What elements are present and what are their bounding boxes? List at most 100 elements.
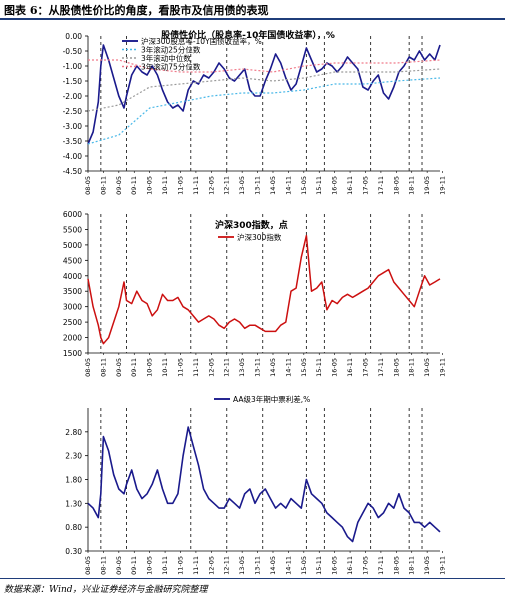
x-tick-label: 12-11: [223, 556, 231, 575]
x-tick-label: 11-11: [192, 358, 200, 377]
x-tick-label: 10-11: [161, 176, 169, 195]
x-tick-label: 18-05: [392, 556, 400, 575]
x-tick-label: 16-11: [346, 556, 354, 575]
x-tick-label: 13-05: [238, 176, 246, 195]
x-tick-label: 15-11: [315, 556, 323, 575]
x-tick-label: 16-05: [331, 358, 339, 377]
x-tick-label: 09-11: [130, 358, 138, 377]
y-tick-label: -1.00: [63, 62, 83, 71]
y-tick-label: 2.80: [65, 428, 82, 437]
y-tick-label: 1.30: [65, 499, 82, 508]
x-tick-label: 09-11: [130, 176, 138, 195]
legend-label: 3年滚动25分位数: [141, 45, 201, 55]
x-tick-label: 14-11: [284, 358, 292, 377]
x-tick-label: 08-11: [99, 556, 107, 575]
x-tick-label: 14-11: [284, 176, 292, 195]
y-tick-label: 1.80: [65, 476, 82, 485]
x-tick-label: 13-05: [238, 556, 246, 575]
y-tick-label: -4.00: [63, 152, 83, 161]
x-tick-label: 10-11: [161, 556, 169, 575]
x-tick-label: 18-11: [408, 176, 416, 195]
x-tick-label: 11-11: [192, 176, 200, 195]
y-tick-label: 5500: [63, 225, 82, 234]
y-tick-label: 4000: [63, 272, 82, 281]
y-tick-label: 0.00: [65, 32, 82, 41]
x-tick-label: 12-11: [223, 176, 231, 195]
source-rule: [0, 578, 505, 579]
y-tick-label: -3.50: [63, 137, 83, 146]
y-tick-label: -0.50: [63, 47, 83, 56]
x-tick-label: 12-05: [207, 556, 215, 575]
series-line-2: [87, 77, 441, 145]
chart-title: 沪深300指数，点: [215, 219, 288, 231]
x-tick-label: 11-11: [192, 556, 200, 575]
figure-title: 图表 6：从股债性价比的角度，看股市及信用债的表现: [4, 4, 269, 17]
x-tick-label: 19-05: [423, 556, 431, 575]
legend-label: AA级3年期中票利差,%: [233, 394, 310, 404]
x-tick-label: 08-05: [84, 176, 92, 195]
x-tick-label: 13-05: [238, 358, 246, 377]
x-tick-label: 19-05: [423, 358, 431, 377]
series-line-1: [87, 426, 441, 543]
x-tick-label: 12-05: [207, 176, 215, 195]
x-tick-label: 09-05: [115, 358, 123, 377]
x-tick-label: 16-05: [331, 176, 339, 195]
x-tick-label: 10-05: [146, 556, 154, 575]
legend-label: 3年滚动75分位数: [141, 62, 201, 72]
y-tick-label: -4.50: [63, 167, 83, 176]
x-tick-label: 17-11: [377, 176, 385, 195]
y-tick-label: -2.50: [63, 107, 83, 116]
x-tick-label: 08-11: [99, 358, 107, 377]
x-tick-label: 17-11: [377, 358, 385, 377]
x-tick-label: 15-05: [300, 556, 308, 575]
x-tick-label: 19-11: [439, 358, 447, 377]
x-tick-label: 11-05: [176, 556, 184, 575]
x-tick-label: 15-11: [315, 176, 323, 195]
x-tick-label: 15-05: [300, 176, 308, 195]
x-tick-label: 18-05: [392, 176, 400, 195]
series-line-1: [87, 44, 441, 145]
x-tick-label: 15-05: [300, 358, 308, 377]
x-tick-label: 17-11: [377, 556, 385, 575]
x-tick-label: 18-11: [408, 358, 416, 377]
title-rule: [0, 18, 505, 20]
x-tick-label: 11-05: [176, 176, 184, 195]
y-tick-label: 2.30: [65, 452, 82, 461]
y-tick-label: 5000: [63, 241, 82, 250]
x-tick-label: 14-05: [269, 176, 277, 195]
chart-title: 股债性价比（股息率-10年国债收益率），%: [161, 29, 335, 41]
x-tick-label: 13-11: [254, 556, 262, 575]
x-tick-label: 14-05: [269, 556, 277, 575]
x-tick-label: 14-05: [269, 358, 277, 377]
y-tick-label: -1.50: [63, 77, 83, 86]
x-tick-label: 19-11: [439, 176, 447, 195]
x-tick-label: 19-11: [439, 556, 447, 575]
x-tick-label: 18-05: [392, 358, 400, 377]
y-tick-label: 0.80: [65, 523, 82, 532]
x-tick-label: 08-05: [84, 358, 92, 377]
x-tick-label: 16-11: [346, 358, 354, 377]
y-tick-label: 3500: [63, 287, 82, 296]
x-tick-label: 12-11: [223, 358, 231, 377]
x-tick-label: 13-11: [254, 176, 262, 195]
x-tick-label: 19-05: [423, 176, 431, 195]
series-line-1: [87, 234, 441, 345]
x-tick-label: 17-05: [361, 176, 369, 195]
x-tick-label: 11-05: [176, 358, 184, 377]
x-tick-label: 13-11: [254, 358, 262, 377]
x-tick-label: 18-11: [408, 556, 416, 575]
x-tick-label: 08-11: [99, 176, 107, 195]
x-tick-label: 09-11: [130, 556, 138, 575]
figure-source: 数据来源：Wind，兴业证券经济与金融研究院整理: [4, 585, 208, 595]
x-tick-label: 16-05: [331, 556, 339, 575]
x-tick-label: 16-11: [346, 176, 354, 195]
series-line-4: [88, 59, 441, 73]
y-tick-label: 2500: [63, 318, 82, 327]
y-tick-label: 2000: [63, 334, 82, 343]
x-tick-label: 10-11: [161, 358, 169, 377]
y-tick-label: 0.30: [65, 547, 82, 556]
legend-label: 沪深300股息率-10Y国债收益率，%: [141, 36, 262, 46]
x-tick-label: 09-05: [115, 176, 123, 195]
x-tick-label: 10-05: [146, 176, 154, 195]
